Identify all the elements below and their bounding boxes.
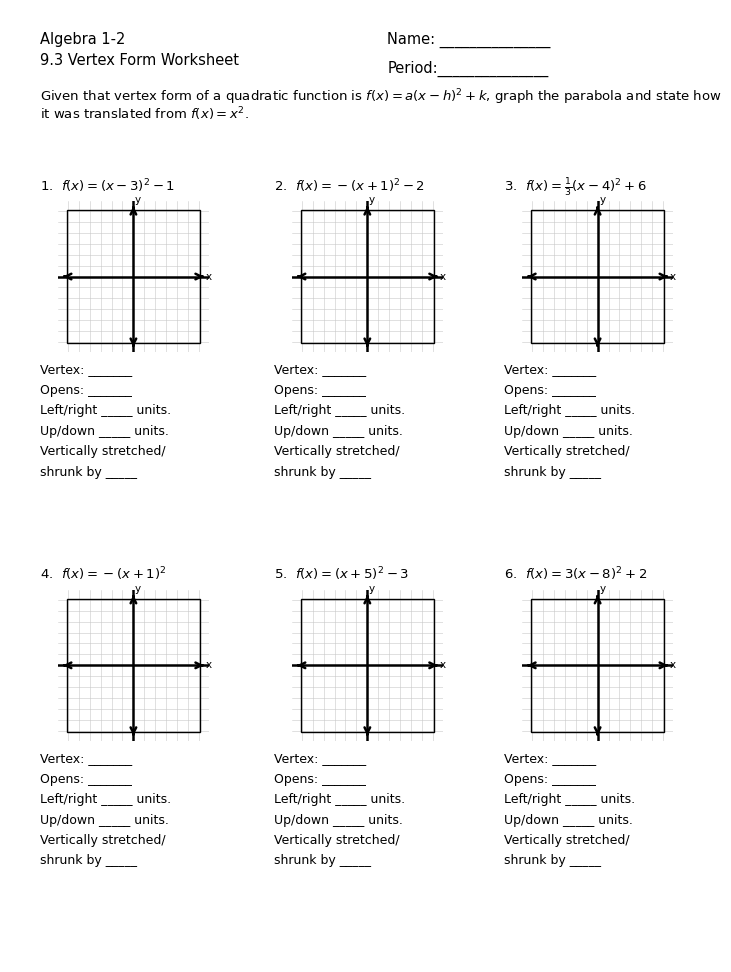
- Text: Name: _______________: Name: _______________: [387, 32, 550, 49]
- Text: Opens: _______: Opens: _______: [504, 384, 596, 397]
- Text: x: x: [440, 271, 446, 282]
- Bar: [67, 210, 200, 343]
- Text: Algebra 1-2: Algebra 1-2: [40, 32, 126, 47]
- Text: 9.3 Vertex Form Worksheet: 9.3 Vertex Form Worksheet: [40, 53, 239, 68]
- Text: y: y: [599, 195, 605, 205]
- Text: shrunk by _____: shrunk by _____: [274, 466, 371, 478]
- Text: shrunk by _____: shrunk by _____: [504, 466, 602, 478]
- Text: 5.  $f(x) = (x + 5)^2 - 3$: 5. $f(x) = (x + 5)^2 - 3$: [274, 566, 409, 583]
- Text: Vertically stretched/: Vertically stretched/: [274, 834, 400, 847]
- Bar: [300, 210, 434, 343]
- Text: Period:_______________: Period:_______________: [387, 61, 549, 78]
- Text: Vertically stretched/: Vertically stretched/: [504, 834, 630, 847]
- Text: Opens: _______: Opens: _______: [504, 773, 596, 785]
- Text: Left/right _____ units.: Left/right _____ units.: [504, 793, 635, 806]
- Text: Vertex: _______: Vertex: _______: [274, 752, 366, 765]
- Text: shrunk by _____: shrunk by _____: [274, 854, 371, 867]
- Text: Up/down _____ units.: Up/down _____ units.: [274, 814, 403, 826]
- Text: Opens: _______: Opens: _______: [40, 384, 132, 397]
- Text: 2.  $f(x) = -(x + 1)^2 - 2$: 2. $f(x) = -(x + 1)^2 - 2$: [274, 177, 425, 194]
- Text: Left/right _____ units.: Left/right _____ units.: [40, 404, 171, 417]
- Text: 1.  $f(x) = (x - 3)^2 - 1$: 1. $f(x) = (x - 3)^2 - 1$: [40, 177, 175, 194]
- Text: Opens: _______: Opens: _______: [40, 773, 132, 785]
- Text: y: y: [369, 584, 375, 594]
- Text: Vertex: _______: Vertex: _______: [40, 364, 132, 376]
- Text: Vertically stretched/: Vertically stretched/: [504, 445, 630, 458]
- Text: Left/right _____ units.: Left/right _____ units.: [274, 793, 405, 806]
- Text: 6.  $f(x) = 3(x - 8)^2 + 2$: 6. $f(x) = 3(x - 8)^2 + 2$: [504, 566, 648, 583]
- Text: Up/down _____ units.: Up/down _____ units.: [504, 814, 633, 826]
- Text: shrunk by _____: shrunk by _____: [504, 854, 602, 867]
- Text: x: x: [206, 660, 212, 671]
- Text: Left/right _____ units.: Left/right _____ units.: [274, 404, 405, 417]
- Text: Vertically stretched/: Vertically stretched/: [274, 445, 400, 458]
- Text: Opens: _______: Opens: _______: [274, 384, 366, 397]
- Text: y: y: [135, 584, 141, 594]
- Text: Vertically stretched/: Vertically stretched/: [40, 834, 166, 847]
- Text: y: y: [369, 195, 375, 205]
- Text: Up/down _____ units.: Up/down _____ units.: [274, 425, 403, 437]
- Text: x: x: [440, 660, 446, 671]
- Text: Opens: _______: Opens: _______: [274, 773, 366, 785]
- Text: Given that vertex form of a quadratic function is $f(x) = a(x - h)^2 + k$, graph: Given that vertex form of a quadratic fu…: [40, 87, 722, 107]
- Text: x: x: [670, 660, 676, 671]
- Text: Left/right _____ units.: Left/right _____ units.: [504, 404, 635, 417]
- Bar: [300, 599, 434, 732]
- Text: y: y: [135, 195, 141, 205]
- Bar: [531, 599, 664, 732]
- Text: Vertex: _______: Vertex: _______: [504, 752, 596, 765]
- Text: Vertically stretched/: Vertically stretched/: [40, 445, 166, 458]
- Text: 3.  $f(x) = \frac{1}{3}(x - 4)^2 + 6$: 3. $f(x) = \frac{1}{3}(x - 4)^2 + 6$: [504, 177, 647, 199]
- Text: Left/right _____ units.: Left/right _____ units.: [40, 793, 171, 806]
- Text: Vertex: _______: Vertex: _______: [274, 364, 366, 376]
- Bar: [67, 599, 200, 732]
- Text: it was translated from $f(x) = x^2$.: it was translated from $f(x) = x^2$.: [40, 105, 249, 122]
- Text: Up/down _____ units.: Up/down _____ units.: [504, 425, 633, 437]
- Text: Vertex: _______: Vertex: _______: [40, 752, 132, 765]
- Text: shrunk by _____: shrunk by _____: [40, 466, 137, 478]
- Text: Vertex: _______: Vertex: _______: [504, 364, 596, 376]
- Bar: [531, 210, 664, 343]
- Text: shrunk by _____: shrunk by _____: [40, 854, 137, 867]
- Text: 4.  $f(x) = -(x + 1)^2$: 4. $f(x) = -(x + 1)^2$: [40, 566, 167, 583]
- Text: Up/down _____ units.: Up/down _____ units.: [40, 814, 169, 826]
- Text: Up/down _____ units.: Up/down _____ units.: [40, 425, 169, 437]
- Text: x: x: [670, 271, 676, 282]
- Text: x: x: [206, 271, 212, 282]
- Text: y: y: [599, 584, 605, 594]
